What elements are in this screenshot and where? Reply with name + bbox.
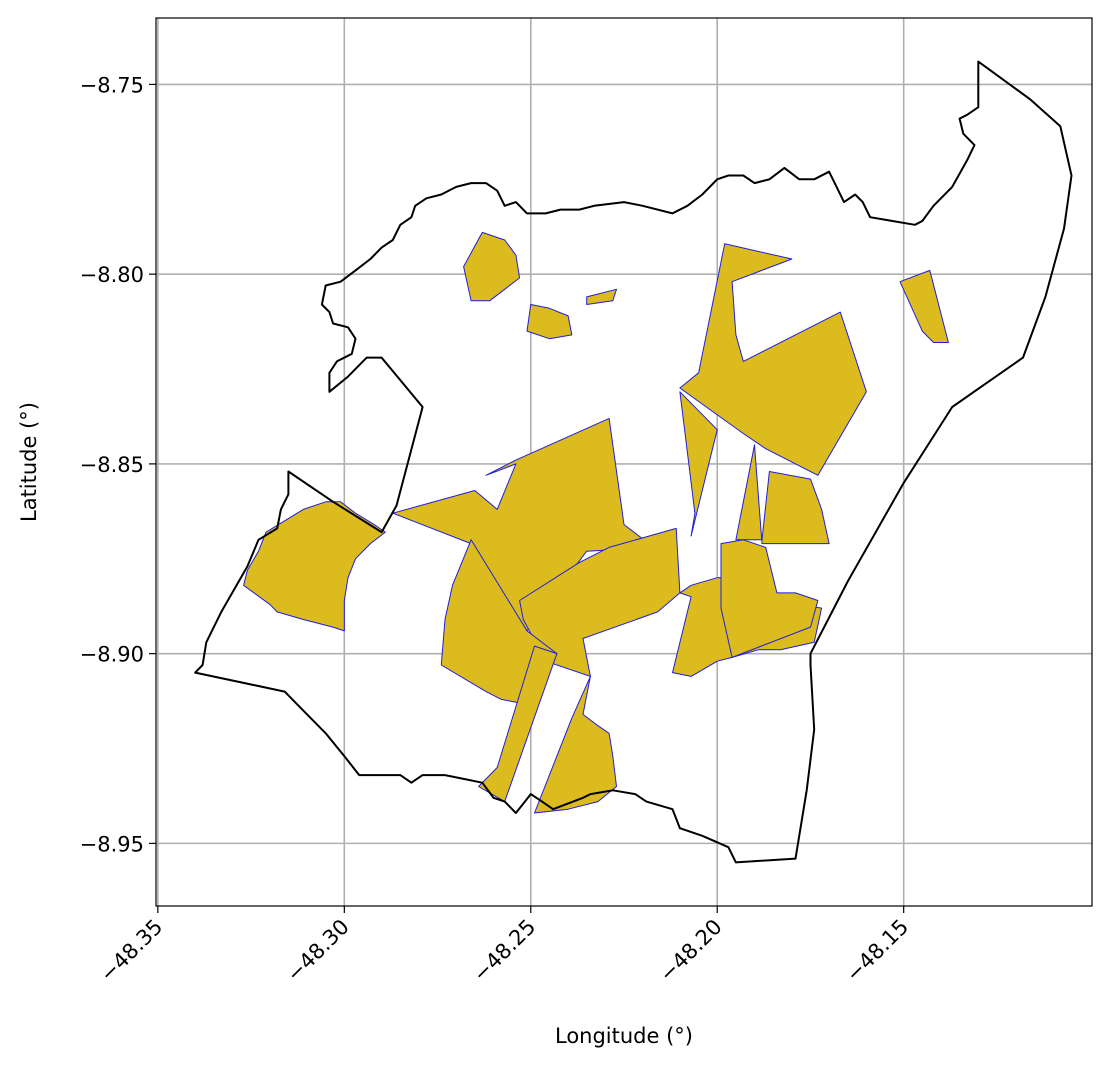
y-tick-label: −8.85	[80, 453, 144, 477]
land-parcels	[243, 231, 949, 814]
land-parcel	[526, 304, 573, 340]
land-parcel	[586, 288, 617, 305]
land-parcel	[679, 391, 718, 537]
y-axis-label: Latitude (°)	[17, 402, 41, 522]
land-parcel	[735, 444, 830, 545]
y-tick-label: −8.95	[80, 832, 144, 856]
municipality-boundary	[194, 60, 1073, 864]
land-parcel	[534, 675, 617, 814]
land-parcel	[899, 269, 949, 343]
y-tick-label: −8.80	[80, 263, 144, 287]
land-parcel	[243, 501, 386, 632]
x-axis-label: Longitude (°)	[555, 1024, 693, 1048]
land-parcel	[720, 539, 819, 658]
land-parcel	[440, 539, 558, 704]
y-tick-label: −8.75	[80, 73, 144, 97]
land-parcel	[463, 231, 521, 302]
y-tick-label: −8.90	[80, 643, 144, 667]
land-parcel	[679, 243, 867, 476]
plot-frame	[155, 17, 1093, 907]
boundary-outline	[194, 60, 1073, 864]
